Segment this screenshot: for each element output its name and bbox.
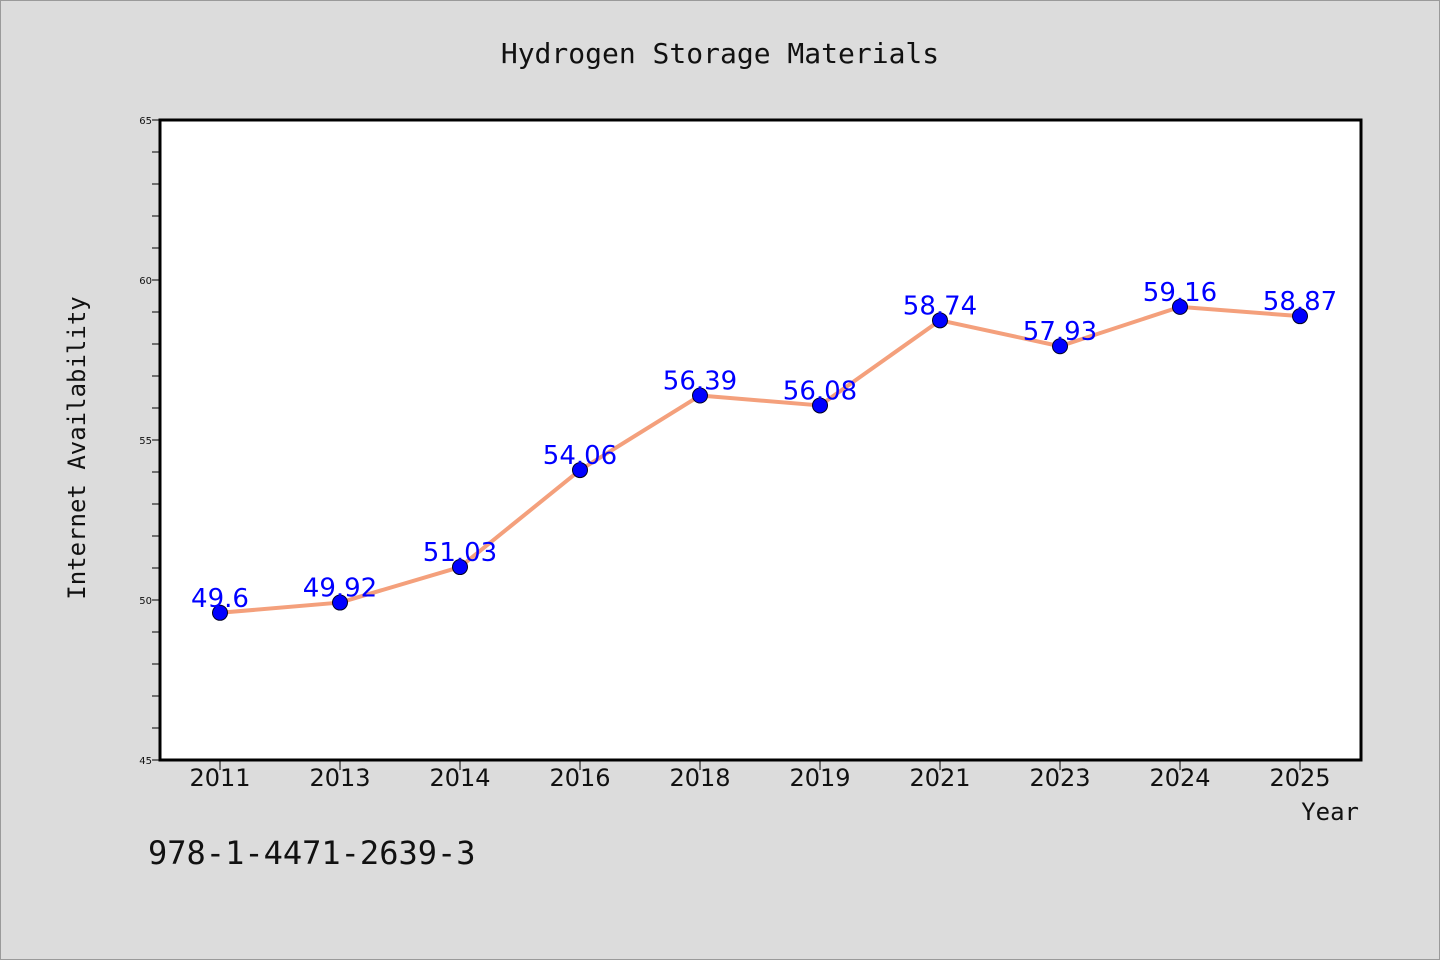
data-label: 56.39 [663, 367, 737, 397]
data-label: 51.03 [423, 538, 497, 568]
data-label: 54.06 [543, 441, 617, 471]
x-tick-label: 2023 [1029, 764, 1090, 792]
y-tick-label: 65 [139, 116, 152, 127]
data-point-marker [1172, 298, 1188, 315]
data-label: 58.87 [1263, 287, 1337, 317]
data-label: 58.74 [903, 291, 977, 321]
data-label: 49.6 [191, 584, 249, 614]
data-label: 49.92 [303, 574, 377, 604]
data-point-marker [212, 604, 228, 621]
data-point-marker [1292, 308, 1308, 325]
plot-area [160, 120, 1361, 760]
plot-border [158, 118, 1363, 762]
y-tick-label: 50 [139, 596, 152, 607]
data-point-marker [1052, 338, 1068, 355]
series-line [219, 304, 1301, 615]
data-label: 56.08 [783, 376, 857, 406]
x-axis-label: Year [1301, 798, 1359, 826]
x-tick-label: 2011 [189, 764, 250, 792]
x-tick-label: 2019 [789, 764, 850, 792]
y-tick-label: 55 [139, 436, 152, 447]
data-point-marker [452, 559, 468, 576]
data-point-marker [692, 387, 708, 404]
y-axis-label: Internet Availability [63, 296, 91, 599]
x-tick-label: 2014 [429, 764, 490, 792]
data-point-marker [932, 312, 948, 329]
x-axis: 2011 2013 2014 2016 2018 2019 2021 2023 2024 2025 [189, 760, 1331, 792]
y-tick-label: 45 [139, 756, 152, 767]
y-axis: 45 50 55 60 65 [139, 116, 160, 767]
x-tick-label: 2025 [1269, 764, 1330, 792]
x-tick-label: 2013 [309, 764, 370, 792]
x-tick-label: 2021 [909, 764, 970, 792]
data-point-marker [332, 594, 348, 611]
data-label: 57.93 [1023, 317, 1097, 347]
data-labels: 49.6 49.92 51.03 54.06 56.39 56.08 58.74 57.93 5… [191, 278, 1337, 614]
x-tick-label: 2024 [1149, 764, 1210, 792]
data-point-marker [812, 397, 828, 414]
y-tick-label: 60 [139, 276, 152, 287]
x-tick-label: 2018 [669, 764, 730, 792]
isbn-annotation: 978-1-4471-2639-3 [148, 834, 476, 872]
data-point-marker [572, 462, 588, 479]
chart-title: Hydrogen Storage Materials [501, 37, 939, 70]
data-points [212, 298, 1308, 621]
x-tick-label: 2016 [549, 764, 610, 792]
data-label: 59.16 [1143, 278, 1217, 308]
